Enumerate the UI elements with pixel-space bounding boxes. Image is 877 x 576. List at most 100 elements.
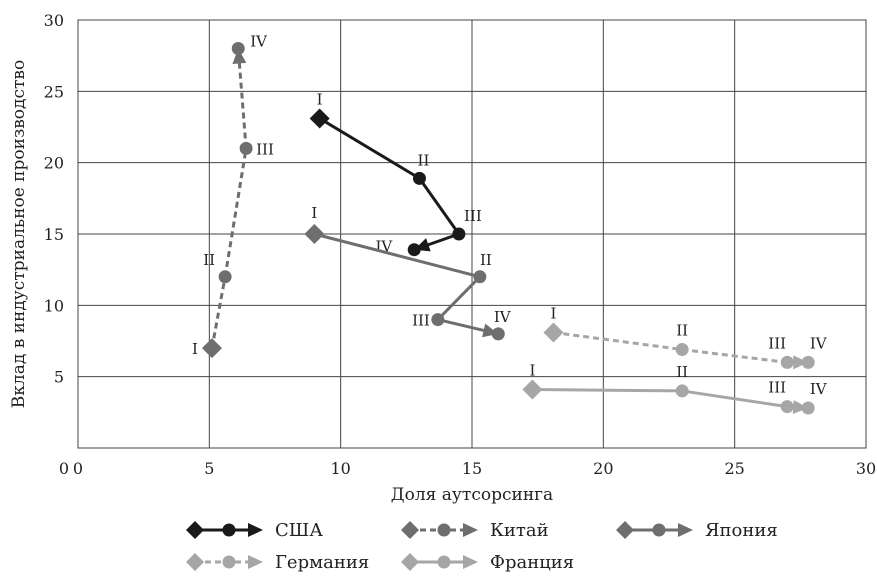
- y-tick-label: 30: [44, 11, 64, 30]
- legend: США Китай Япония Германия Франция: [186, 520, 778, 573]
- point-label: III: [256, 140, 274, 158]
- y-axis-label: Вклад в индустриальное производство: [9, 60, 29, 408]
- legend-item: США: [186, 520, 323, 541]
- x-tick-label: 0: [59, 459, 69, 478]
- x-axis-label: Доля аутсорсинга: [391, 485, 553, 505]
- point-label: II: [676, 363, 688, 381]
- tick-labels: 0 5 10 15 20 25 30 5 10 15 20 25 30 0: [44, 11, 877, 478]
- point-label: IV: [494, 308, 512, 326]
- data-point: [491, 327, 505, 341]
- point-label: II: [203, 251, 215, 269]
- data-point: [452, 227, 466, 241]
- point-label: I: [529, 362, 535, 380]
- arrow-head: [463, 523, 478, 537]
- legend-circle: [222, 555, 236, 569]
- data-point: [543, 322, 564, 343]
- data-point: [309, 108, 330, 129]
- legend-item: Китай: [401, 520, 549, 541]
- legend-label: Германия: [275, 552, 369, 573]
- data-point: [431, 313, 445, 327]
- x-tick-label: 20: [593, 459, 613, 478]
- point-label: III: [412, 312, 430, 330]
- x-tick-label: 15: [462, 459, 482, 478]
- point-label: II: [676, 322, 688, 340]
- y-tick-label: 15: [44, 225, 64, 244]
- series-segment: [237, 58, 248, 149]
- series-segment: [210, 276, 227, 349]
- legend-circle: [222, 523, 236, 537]
- arrow-head: [232, 48, 247, 65]
- legend-circle: [437, 523, 451, 537]
- point-label: IV: [250, 33, 268, 51]
- data-point: [780, 400, 794, 414]
- y-tick-label: 5: [54, 368, 64, 387]
- data-point: [675, 343, 689, 357]
- data-point: [473, 270, 487, 284]
- arrow-head: [248, 523, 263, 537]
- legend-diamond: [616, 521, 634, 539]
- data-point: [407, 243, 421, 257]
- data-point: [231, 42, 245, 56]
- legend-label: Япония: [705, 520, 778, 541]
- series-segment: [437, 318, 489, 334]
- series-segment: [681, 348, 788, 364]
- data-point: [239, 141, 253, 155]
- series-segment: [418, 177, 461, 235]
- x-tick-label: 10: [330, 459, 350, 478]
- data-point: [412, 171, 426, 185]
- legend-diamond: [186, 553, 204, 571]
- legend-diamond: [401, 521, 419, 539]
- legend-diamond: [186, 521, 204, 539]
- series-segment: [436, 275, 481, 321]
- y-tick-label: 10: [44, 296, 64, 315]
- grid: [77, 19, 867, 449]
- legend-label: Китай: [490, 520, 549, 541]
- data-point: [522, 379, 543, 400]
- legend-item: Япония: [616, 520, 778, 541]
- y-tick-label: 25: [44, 82, 64, 101]
- arrow-head: [248, 555, 263, 569]
- data-point: [675, 384, 689, 398]
- point-label: IV: [810, 334, 828, 352]
- series-segment: [681, 389, 788, 409]
- data-point: [201, 338, 222, 359]
- y-tick-label: 20: [44, 154, 64, 173]
- data-point: [218, 270, 232, 284]
- data-point: [801, 355, 815, 369]
- arrow-head: [678, 523, 693, 537]
- x-tick-label: 0: [73, 459, 83, 478]
- legend-circle: [437, 555, 451, 569]
- point-label: I: [311, 204, 317, 222]
- point-label: III: [768, 379, 786, 397]
- x-tick-label: 5: [204, 459, 214, 478]
- legend-item: Германия: [186, 552, 369, 573]
- legend-label: США: [275, 520, 323, 541]
- legend-circle: [652, 523, 666, 537]
- point-label: I: [317, 90, 323, 108]
- data-point: [780, 355, 794, 369]
- point-label: I: [192, 340, 198, 358]
- point-label: IV: [810, 380, 828, 398]
- data-point: [801, 401, 815, 415]
- series-segment: [314, 232, 481, 279]
- point-label: II: [480, 251, 492, 269]
- series-segment: [223, 148, 248, 278]
- arrow-head: [463, 555, 478, 569]
- x-tick-label: 30: [856, 459, 876, 478]
- arrow-head: [792, 400, 809, 415]
- series-segment: [318, 117, 421, 180]
- series-segment: [532, 388, 683, 393]
- legend-diamond: [401, 553, 419, 571]
- data-point: [304, 224, 325, 244]
- series-segment: [553, 330, 683, 352]
- arrow-head: [793, 355, 809, 370]
- legend-label: Франция: [490, 552, 574, 573]
- x-tick-label: 25: [724, 459, 744, 478]
